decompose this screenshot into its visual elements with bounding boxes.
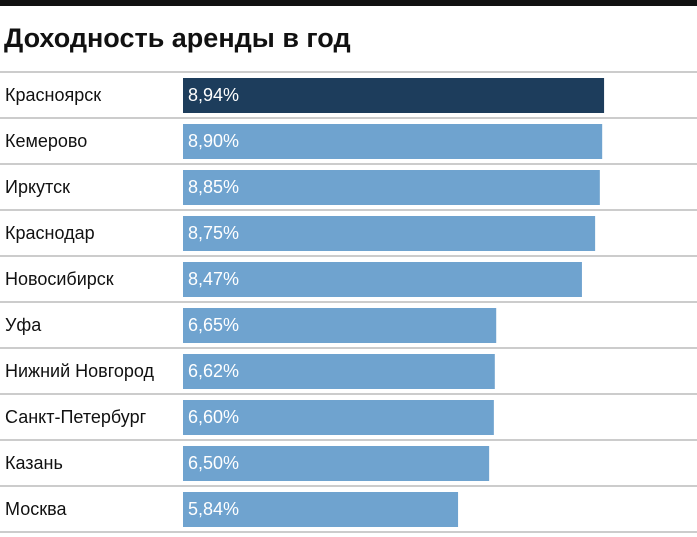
- category-label: Кемерово: [5, 131, 87, 151]
- bar: [183, 78, 605, 113]
- top-rule: [0, 0, 697, 6]
- value-label: 5,84%: [188, 499, 239, 519]
- category-label: Новосибирск: [5, 269, 114, 289]
- category-label: Уфа: [5, 315, 42, 335]
- bar: [183, 216, 596, 251]
- value-label: 8,75%: [188, 223, 239, 243]
- value-label: 6,62%: [188, 361, 239, 381]
- bar: [183, 170, 600, 205]
- category-label: Красноярск: [5, 85, 101, 105]
- bar: [183, 262, 582, 297]
- category-label: Краснодар: [5, 223, 95, 243]
- value-label: 8,94%: [188, 85, 239, 105]
- category-label: Нижний Новгород: [5, 361, 155, 381]
- bar: [183, 124, 603, 159]
- category-label: Санкт-Петербург: [5, 407, 147, 427]
- category-label: Москва: [5, 499, 67, 519]
- value-label: 8,47%: [188, 269, 239, 289]
- bar: [183, 400, 494, 435]
- bar: [183, 354, 495, 389]
- value-label: 8,85%: [188, 177, 239, 197]
- value-label: 6,50%: [188, 453, 239, 473]
- value-label: 6,60%: [188, 407, 239, 427]
- bar: [183, 446, 490, 481]
- bar: [183, 492, 459, 527]
- bar: [183, 308, 497, 343]
- chart-title: Доходность аренды в год: [4, 23, 351, 53]
- value-label: 6,65%: [188, 315, 239, 335]
- category-label: Иркутск: [5, 177, 70, 197]
- value-label: 8,90%: [188, 131, 239, 151]
- category-label: Казань: [5, 453, 63, 473]
